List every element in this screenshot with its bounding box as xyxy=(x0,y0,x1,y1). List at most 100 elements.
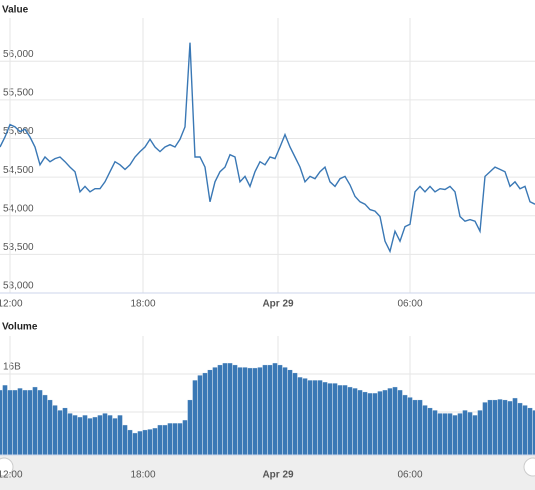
volume-bar xyxy=(62,407,68,456)
price-line xyxy=(0,42,535,254)
y-axis-title: Value xyxy=(2,5,29,16)
y-axis-title: Volume xyxy=(2,322,38,333)
volume-bar xyxy=(512,397,518,456)
y-tick-label: 54,000 xyxy=(3,203,34,214)
volume-bar xyxy=(497,398,503,456)
x-tick-label: 06:00 xyxy=(397,470,422,481)
x-tick-label: Apr 29 xyxy=(262,470,294,481)
volume-bar xyxy=(222,362,228,456)
volume-bar xyxy=(112,417,118,456)
volume-bar xyxy=(152,427,158,456)
volume-bar xyxy=(147,428,153,456)
volume-bar xyxy=(362,391,368,456)
volume-bar xyxy=(117,414,123,456)
volume-bar xyxy=(482,401,488,456)
volume-bar xyxy=(72,414,78,456)
volume-bar xyxy=(267,364,273,456)
volume-bar xyxy=(7,389,13,456)
volume-bar xyxy=(167,422,173,456)
y-tick-label: 53,000 xyxy=(3,281,34,292)
x-tick-label: 06:00 xyxy=(397,299,422,310)
volume-bar xyxy=(382,389,388,456)
volume-bar xyxy=(137,430,143,456)
volume-bar xyxy=(197,374,203,456)
volume-bar xyxy=(67,412,73,456)
volume-bar xyxy=(27,389,33,456)
volume-bar xyxy=(307,379,313,456)
volume-bar xyxy=(327,382,333,456)
x-tick-label: 18:00 xyxy=(130,299,155,310)
volume-bar xyxy=(527,407,533,456)
volume-bar xyxy=(102,412,108,456)
volume-bar xyxy=(232,364,238,456)
volume-bar xyxy=(212,366,218,456)
volume-bar xyxy=(392,386,398,456)
y-tick-label: 56,000 xyxy=(3,49,34,60)
volume-bar xyxy=(452,414,458,456)
volume-bar xyxy=(97,414,103,456)
volume-bar xyxy=(202,372,208,456)
volume-bar xyxy=(157,424,163,456)
volume-bar xyxy=(207,369,213,456)
volume-bar xyxy=(467,411,473,456)
volume-bar xyxy=(172,422,178,456)
volume-bar xyxy=(487,399,493,456)
volume-bar xyxy=(462,409,468,456)
navigator-band xyxy=(0,455,535,490)
volume-bar xyxy=(252,367,258,456)
y-tick-label: 53,500 xyxy=(3,242,34,253)
volume-bar xyxy=(247,367,253,456)
volume-bar xyxy=(442,412,448,456)
volume-bar xyxy=(77,416,83,456)
volume-bar xyxy=(277,364,283,456)
volume-bar xyxy=(407,397,413,456)
y-tick-label: 55,000 xyxy=(3,126,34,137)
volume-bar xyxy=(477,409,483,456)
volume-bar xyxy=(517,402,523,456)
scroll-left-button[interactable] xyxy=(0,457,14,477)
volume-bar xyxy=(492,399,498,456)
volume-bar xyxy=(502,399,508,456)
volume-bar xyxy=(342,384,348,456)
volume-bar xyxy=(0,389,3,456)
volume-bar xyxy=(92,416,98,456)
x-tick-label: 12:00 xyxy=(0,470,23,481)
volume-bar xyxy=(532,409,535,456)
volume-bar xyxy=(422,404,428,456)
volume-bar xyxy=(132,432,138,456)
volume-bar xyxy=(47,399,53,456)
y-tick-label: 54,500 xyxy=(3,165,34,176)
volume-bar xyxy=(107,414,113,456)
volume-bar xyxy=(182,419,188,456)
volume-bar xyxy=(292,372,298,456)
volume-bar xyxy=(432,409,438,456)
volume-bar xyxy=(22,389,28,456)
x-tick-label: Apr 29 xyxy=(262,299,294,310)
volume-bar xyxy=(347,386,353,456)
volume-bar xyxy=(287,369,293,456)
y-tick-label: 55,500 xyxy=(3,88,34,99)
volume-bar xyxy=(377,390,383,456)
volume-bar xyxy=(17,387,23,456)
volume-bar xyxy=(302,378,308,456)
volume-bar xyxy=(37,389,43,456)
volume-bar xyxy=(52,404,58,456)
volume-bar xyxy=(357,389,363,456)
volume-bar xyxy=(312,379,318,456)
volume-bar xyxy=(317,379,323,456)
volume-bar xyxy=(437,412,443,456)
volume-bar xyxy=(282,366,288,456)
volume-bar xyxy=(397,389,403,456)
volume-bar xyxy=(472,414,478,456)
volume-bar xyxy=(177,422,183,456)
volume-bar xyxy=(352,387,358,456)
volume-bar xyxy=(522,404,528,456)
volume-bar xyxy=(162,424,168,456)
volume-bar xyxy=(337,384,343,456)
volume-bar xyxy=(142,429,148,456)
volume-bar xyxy=(57,409,63,456)
scroll-right-button[interactable] xyxy=(523,457,535,477)
volume-bar xyxy=(187,399,193,456)
volume-bar xyxy=(42,394,48,456)
